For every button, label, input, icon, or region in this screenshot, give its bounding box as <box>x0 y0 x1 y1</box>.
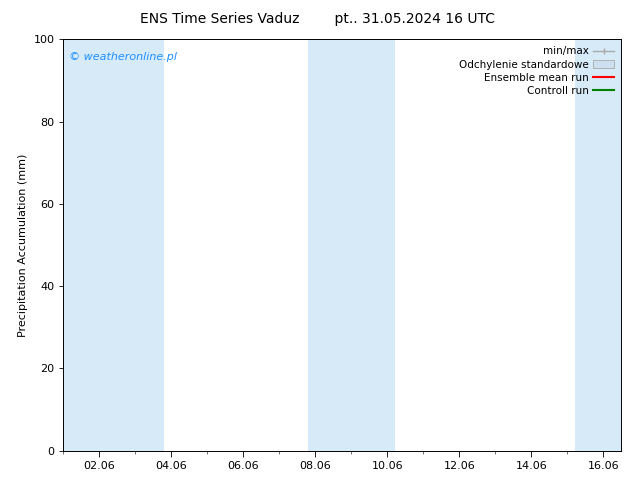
Text: © weatheronline.pl: © weatheronline.pl <box>69 51 177 62</box>
Legend: min/max, Odchylenie standardowe, Ensemble mean run, Controll run: min/max, Odchylenie standardowe, Ensembl… <box>455 42 618 100</box>
Text: ENS Time Series Vaduz        pt.. 31.05.2024 16 UTC: ENS Time Series Vaduz pt.. 31.05.2024 16… <box>139 12 495 26</box>
Bar <box>574 39 621 451</box>
Bar <box>128 39 164 451</box>
Bar <box>308 39 351 451</box>
Bar <box>63 39 128 451</box>
Bar <box>351 39 394 451</box>
Y-axis label: Precipitation Accumulation (mm): Precipitation Accumulation (mm) <box>18 153 28 337</box>
